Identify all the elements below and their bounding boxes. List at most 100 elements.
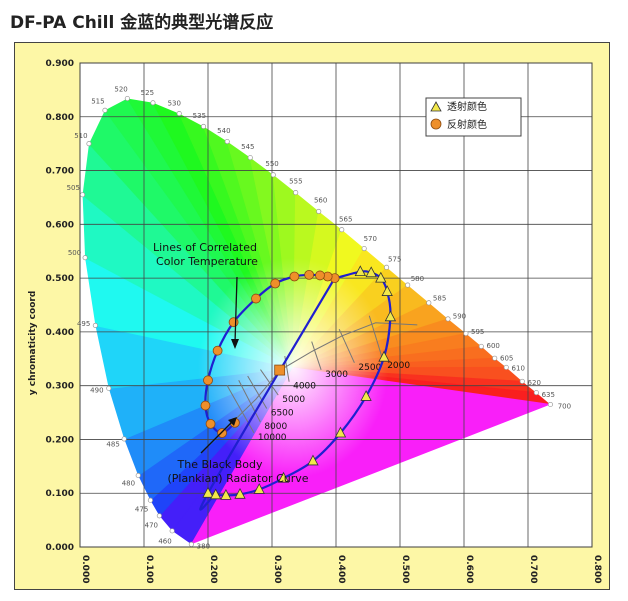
x-tick-label: 0.500 (400, 555, 410, 583)
wavelength-marker (270, 172, 276, 178)
wavelength-label: 560 (314, 197, 327, 205)
wavelength-label: 505 (67, 184, 80, 192)
wavelength-marker (492, 355, 498, 361)
wavelength-label: 490 (90, 387, 103, 395)
transmitted-point (354, 265, 366, 277)
y-tick-label: 0.400 (46, 328, 74, 338)
wavelength-marker (316, 208, 322, 214)
wavelength-label: 495 (77, 320, 90, 328)
wavelength-label: 510 (74, 132, 87, 140)
reflected-point (270, 278, 281, 289)
arrowhead-icon (231, 339, 239, 349)
transmitted-point (210, 488, 222, 500)
legend: 透射颜色 反射颜色 (425, 97, 522, 137)
wavelength-label: 595 (471, 328, 484, 336)
wavelength-marker (102, 107, 108, 113)
wavelength-marker (106, 385, 112, 391)
wavelength-label: 635 (542, 391, 555, 399)
cct-label: 2000 (387, 361, 410, 371)
wavelength-label: 470 (145, 522, 158, 530)
wavelength-marker (124, 95, 130, 102)
wavelength-label: 555 (289, 178, 302, 186)
wavelength-label: 500 (68, 249, 81, 257)
wavelength-marker (147, 497, 153, 503)
wavelength-label: 545 (241, 143, 254, 151)
wavelength-marker (361, 245, 367, 252)
wavelength-label: 700 (558, 402, 571, 410)
y-axis-label: y chromaticity coord (28, 291, 38, 396)
wavelength-marker (478, 343, 484, 349)
wavelength-label: 605 (500, 355, 513, 363)
transmitted-point (378, 350, 390, 362)
wavelength-marker (135, 472, 141, 479)
cct-line (260, 369, 279, 396)
reflected-point (251, 293, 261, 304)
legend-box (425, 97, 522, 137)
wavelength-marker (200, 123, 207, 130)
y-tick-label: 0.200 (46, 435, 74, 445)
x-tick-label: 0.800 (592, 555, 602, 583)
transmitted-point (384, 310, 397, 322)
wavelength-marker (533, 390, 539, 396)
page-title: DF-PA Chill 金蓝的典型光谱反应 (10, 13, 274, 33)
wavelength-label: 610 (512, 364, 525, 372)
cct-label: 8000 (264, 422, 287, 432)
reflected-point (217, 428, 227, 438)
wavelength-label: 620 (528, 379, 541, 387)
blackbody-reference-line (233, 322, 418, 422)
reflected-point (212, 345, 223, 356)
x-tick-label: 0.300 (272, 555, 282, 583)
x-tick-label: 0.200 (208, 555, 218, 583)
wavelength-marker (445, 316, 451, 322)
wavelength-label: 580 (411, 275, 424, 283)
reflected-point (203, 375, 213, 386)
wavelength-marker (80, 192, 86, 198)
annotation-arrow (200, 420, 234, 454)
wavelength-label: 550 (265, 160, 278, 168)
wavelength-label: 600 (487, 342, 500, 350)
annotation-line: (Plankian) Radiator Curve (167, 472, 308, 485)
wavelength-marker (463, 330, 469, 337)
x-tick-label: 0.700 (528, 555, 538, 583)
transmitted-point (277, 471, 290, 483)
transmitted-point (375, 271, 387, 283)
wavelength-marker (86, 141, 92, 147)
transmitted-point (334, 426, 347, 438)
cct-line (238, 380, 261, 423)
y-tick-label: 0.500 (46, 274, 74, 284)
wavelength-marker (82, 255, 88, 261)
legend-label-transmitted: 透射颜色 (447, 100, 487, 113)
chart-frame: 460 470 475 480 485 490 495 500 505 510 515 520 525 5… (14, 42, 610, 590)
transmitted-point (307, 454, 319, 466)
wavelength-label: 480 (122, 479, 135, 487)
cct-line (247, 375, 268, 409)
y-tick-label: 0.800 (46, 113, 74, 123)
x-tick-label: 0.000 (80, 555, 90, 583)
wavelength-marker (150, 100, 156, 106)
legend-label-reflected: 反射颜色 (447, 118, 487, 131)
arrowhead-icon (228, 417, 237, 426)
wavelength-marker (188, 541, 194, 547)
wavelength-marker (426, 300, 432, 306)
cct-label: 10000 (258, 433, 287, 443)
wavelength-marker (121, 436, 127, 442)
wavelength-label: 520 (114, 85, 127, 93)
wavelength-label: 460 (158, 538, 171, 546)
wavelength-label: 530 (168, 100, 181, 108)
cct-label: 6500 (271, 409, 294, 419)
wavelength-label: 475 (135, 505, 148, 513)
wavelength-label: 575 (388, 256, 401, 264)
wavelength-marker (293, 190, 299, 196)
annotation-line: The Black Body (177, 458, 263, 471)
transmitted-point (365, 266, 377, 278)
wavelength-marker (176, 111, 182, 117)
cct-label: 5000 (282, 395, 305, 405)
wavelength-marker (247, 155, 253, 161)
cct-line (226, 385, 255, 434)
annotation-arrow (234, 276, 238, 344)
wavelength-label: 380 (197, 542, 210, 550)
reflected-point (228, 317, 239, 328)
transmitted-point (253, 483, 265, 494)
